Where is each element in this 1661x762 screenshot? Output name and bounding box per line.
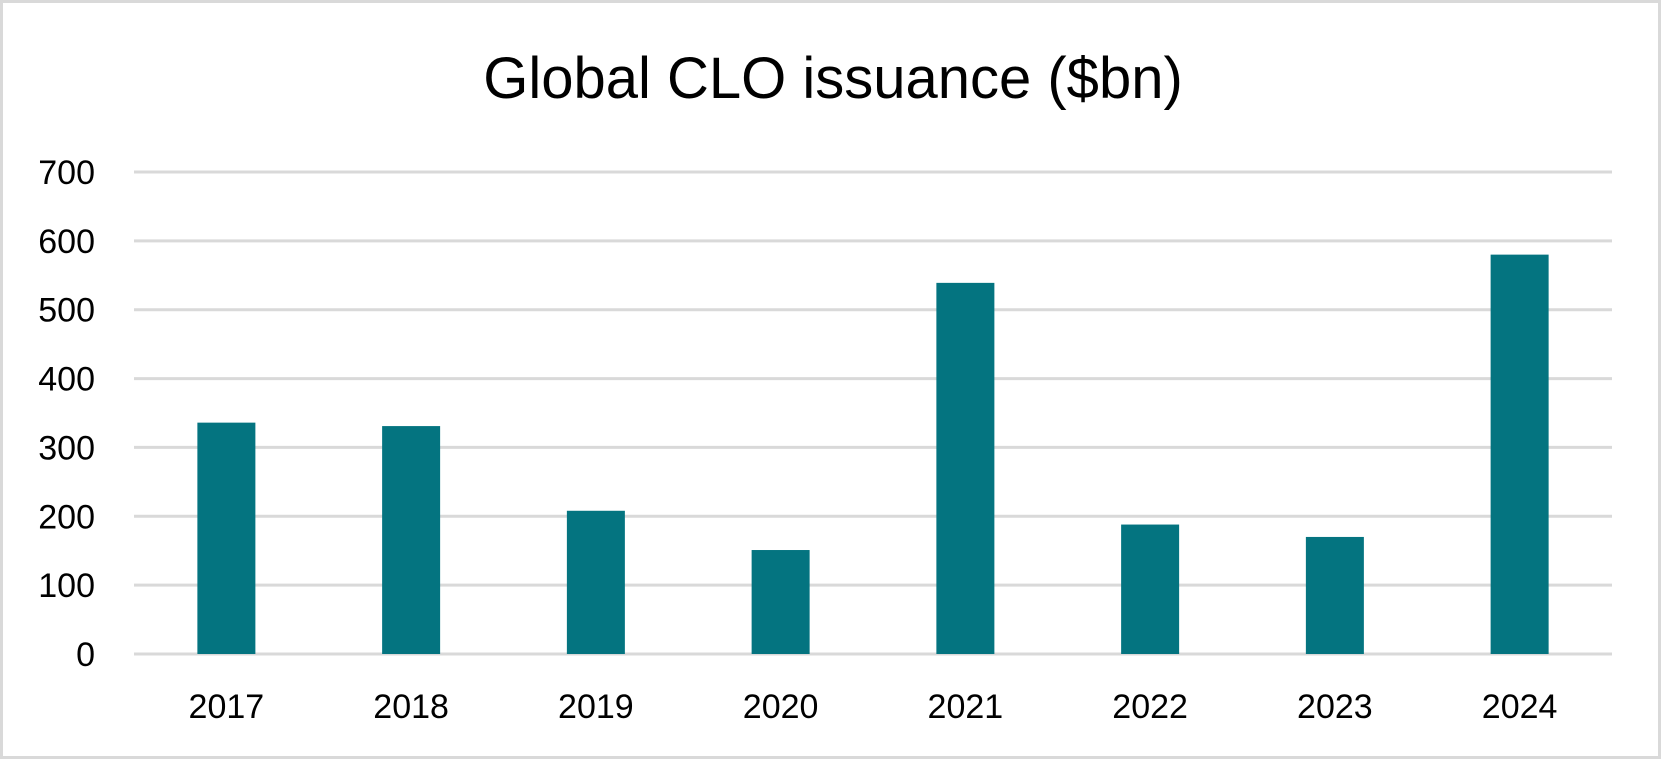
y-axis-tick-labels: 0 100 200 300 400 500 600 700 [38, 154, 95, 674]
y-tick-label: 600 [38, 223, 95, 261]
x-tick-label: 2019 [558, 688, 634, 726]
x-axis-tick-labels: 2017 2018 2019 2020 2021 2022 2023 2024 [189, 688, 1558, 726]
y-tick-label: 500 [38, 292, 95, 330]
y-tick-label: 100 [38, 567, 95, 605]
x-tick-label: 2024 [1482, 688, 1558, 726]
bar-2017 [197, 422, 256, 654]
x-tick-label: 2017 [189, 688, 265, 726]
chart-title: Global CLO issuance ($bn) [483, 46, 1183, 111]
bar-2024 [1490, 254, 1549, 654]
bar-chart: Global CLO issuance ($bn) 0 100 200 300 400 5… [38, 46, 1612, 726]
y-tick-label: 400 [38, 361, 95, 399]
bar-2018 [382, 426, 441, 654]
x-tick-label: 2023 [1297, 688, 1373, 726]
bar-2021 [936, 282, 995, 654]
x-tick-label: 2021 [928, 688, 1004, 726]
bar-2020 [751, 550, 810, 654]
y-tick-label: 200 [38, 498, 95, 536]
y-tick-label: 700 [38, 154, 95, 192]
bar-2023 [1305, 536, 1364, 654]
x-tick-label: 2020 [743, 688, 819, 726]
y-tick-label: 0 [76, 636, 95, 674]
x-tick-label: 2018 [373, 688, 449, 726]
y-tick-label: 300 [38, 429, 95, 467]
bar-2019 [566, 510, 625, 654]
bar-2022 [1121, 524, 1180, 654]
gridlines [134, 170, 1612, 656]
x-tick-label: 2022 [1112, 688, 1188, 726]
bars [197, 254, 1549, 654]
